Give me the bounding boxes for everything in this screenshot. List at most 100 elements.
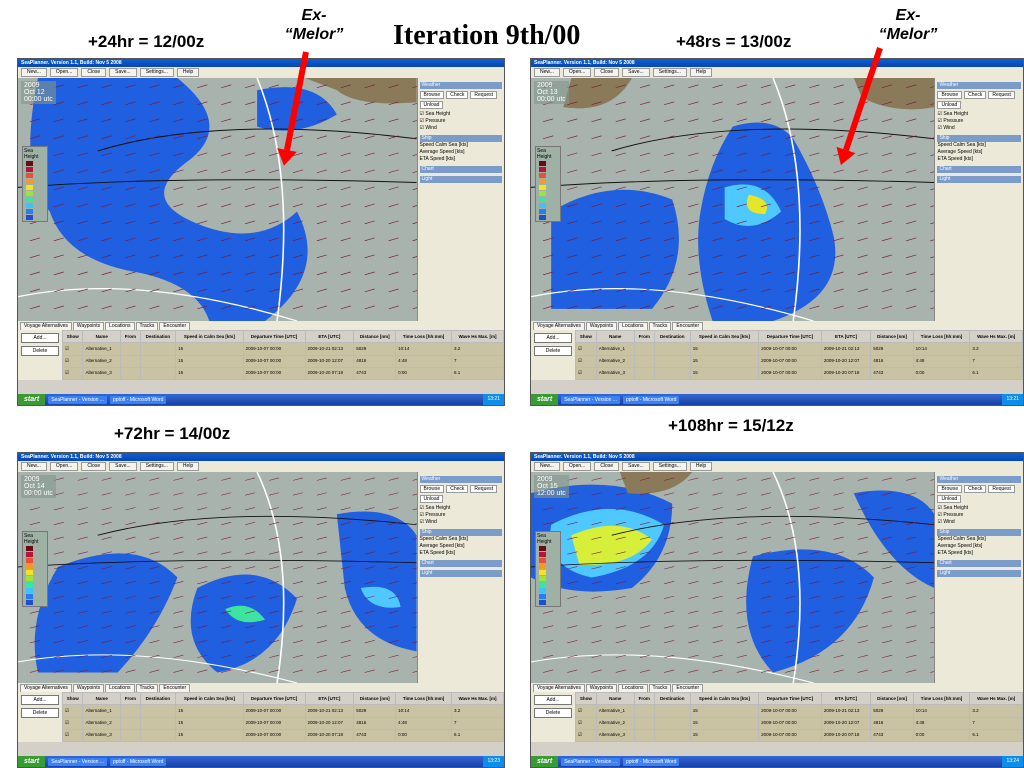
tab[interactable]: Encounter — [672, 684, 704, 692]
tab[interactable]: Encounter — [672, 322, 704, 330]
tab[interactable]: Waypoints — [585, 322, 618, 330]
layer-toggle[interactable]: ☑ Pressure — [419, 118, 446, 124]
tab[interactable]: Voyage Alternatives — [533, 322, 585, 330]
tab[interactable]: Voyage Alternatives — [20, 322, 72, 330]
layer-toggle[interactable]: ☑ Pressure — [937, 512, 964, 518]
button[interactable]: Delete — [534, 346, 572, 356]
weather-button[interactable]: Unload — [419, 101, 444, 109]
task-item[interactable]: pptoff - Microsoft Word — [623, 757, 680, 766]
start-button[interactable]: start — [531, 756, 559, 767]
layer-toggle[interactable]: ☑ Sea Height — [419, 505, 451, 511]
weather-button[interactable]: Browse — [937, 91, 963, 99]
toolbar-button[interactable]: Open... — [49, 68, 79, 77]
map-shape — [930, 567, 935, 570]
toolbar-button[interactable]: Open... — [562, 462, 592, 471]
tab[interactable]: Locations — [618, 684, 648, 692]
map-shape — [542, 654, 554, 658]
toolbar-button[interactable]: New... — [534, 462, 560, 471]
weather-button[interactable]: Browse — [937, 485, 963, 493]
layer-toggle[interactable]: ☑ Wind — [937, 519, 955, 525]
toolbar-button[interactable]: Settings... — [652, 462, 687, 471]
weather-button[interactable]: Check — [964, 485, 987, 493]
weather-button[interactable]: Check — [446, 485, 469, 493]
toolbar-button[interactable]: Save... — [109, 68, 137, 77]
tab[interactable]: Locations — [105, 322, 135, 330]
map-shape — [663, 477, 675, 481]
layer-toggle[interactable]: ☑ Sea Height — [937, 111, 969, 117]
weather-button[interactable]: Browse — [419, 485, 445, 493]
toolbar-button[interactable]: New... — [21, 68, 47, 77]
tab[interactable]: Tracks — [648, 684, 672, 692]
toolbar-button[interactable]: New... — [534, 68, 560, 77]
weather-button[interactable]: Check — [964, 91, 987, 99]
tab[interactable]: Tracks — [135, 684, 159, 692]
button[interactable]: Add... — [534, 333, 572, 343]
tab[interactable]: Voyage Alternatives — [533, 684, 585, 692]
button[interactable]: Add... — [21, 695, 59, 705]
toolbar-button[interactable]: New... — [21, 462, 47, 471]
tab[interactable]: Tracks — [648, 322, 672, 330]
layer-toggle[interactable]: ☑ Sea Height — [419, 111, 451, 117]
toolbar-button[interactable]: Help — [689, 68, 713, 77]
weather-button[interactable]: Unload — [419, 495, 444, 503]
toolbar-button[interactable]: Settings... — [139, 462, 174, 471]
toolbar-button[interactable]: Settings... — [139, 68, 174, 77]
button[interactable]: Delete — [21, 708, 59, 718]
map-shape — [881, 186, 893, 191]
tab[interactable]: Tracks — [135, 322, 159, 330]
task-item[interactable]: pptoff - Microsoft Word — [623, 395, 680, 404]
tab[interactable]: Encounter — [159, 684, 191, 692]
task-item[interactable]: SeaPlanner - Version ... — [561, 395, 620, 404]
start-button[interactable]: start — [18, 756, 46, 767]
task-item[interactable]: SeaPlanner - Version ... — [48, 395, 107, 404]
button[interactable]: Add... — [21, 333, 59, 343]
toolbar-button[interactable]: Close — [594, 68, 620, 77]
date-day: Oct 13 — [537, 89, 558, 96]
toolbar-button[interactable]: Save... — [622, 68, 650, 77]
task-item[interactable]: pptoff - Microsoft Word — [110, 757, 167, 766]
toolbar-button[interactable]: Save... — [622, 462, 650, 471]
weather-button[interactable]: Request — [988, 485, 1015, 493]
button[interactable]: Delete — [534, 708, 572, 718]
toolbar-button[interactable]: Help — [176, 462, 200, 471]
weather-button[interactable]: Check — [446, 91, 469, 99]
toolbar-button[interactable]: Help — [176, 68, 200, 77]
toolbar-button[interactable]: Close — [81, 68, 107, 77]
tab[interactable]: Locations — [618, 322, 648, 330]
weather-button[interactable]: Browse — [419, 91, 445, 99]
tab[interactable]: Waypoints — [72, 322, 105, 330]
layer-toggle[interactable]: ☑ Pressure — [419, 512, 446, 518]
layer-toggle[interactable]: ☑ Pressure — [937, 118, 964, 124]
toolbar-button[interactable]: Open... — [49, 462, 79, 471]
start-button[interactable]: start — [18, 394, 46, 405]
weather-button[interactable]: Request — [470, 91, 498, 99]
toolbar-button[interactable]: Close — [81, 462, 107, 471]
tab[interactable]: Waypoints — [72, 684, 105, 692]
button[interactable]: Delete — [21, 346, 59, 356]
task-item[interactable]: SeaPlanner - Version ... — [561, 757, 620, 766]
tab[interactable]: Voyage Alternatives — [20, 684, 72, 692]
toolbar-button[interactable]: Close — [594, 462, 620, 471]
task-item[interactable]: pptoff - Microsoft Word — [110, 395, 167, 404]
layer-toggle[interactable]: ☑ Sea Height — [937, 505, 969, 511]
weather-button[interactable]: Unload — [937, 101, 962, 109]
toolbar-button[interactable]: Save... — [109, 462, 137, 471]
tab[interactable]: Waypoints — [585, 684, 618, 692]
map-shape — [784, 135, 796, 140]
toolbar-button[interactable]: Help — [689, 462, 713, 471]
toolbar-button[interactable]: Open... — [562, 68, 592, 77]
weather-button[interactable]: Request — [988, 91, 1015, 99]
toolbar-button[interactable]: Settings... — [652, 68, 687, 77]
button[interactable]: Add... — [534, 695, 572, 705]
layer-toggle[interactable]: ☑ Wind — [419, 519, 437, 525]
tab[interactable]: Encounter — [159, 322, 191, 330]
start-button[interactable]: start — [531, 394, 559, 405]
tab[interactable]: Locations — [105, 684, 135, 692]
weather-button[interactable]: Unload — [937, 495, 962, 503]
weather-button[interactable]: Request — [470, 485, 498, 493]
layer-toggle[interactable]: ☑ Wind — [937, 125, 955, 131]
map-shape — [221, 84, 232, 88]
layer-toggle[interactable]: ☑ Wind — [419, 125, 437, 131]
task-item[interactable]: SeaPlanner - Version ... — [48, 757, 107, 766]
map-shape — [77, 581, 88, 585]
